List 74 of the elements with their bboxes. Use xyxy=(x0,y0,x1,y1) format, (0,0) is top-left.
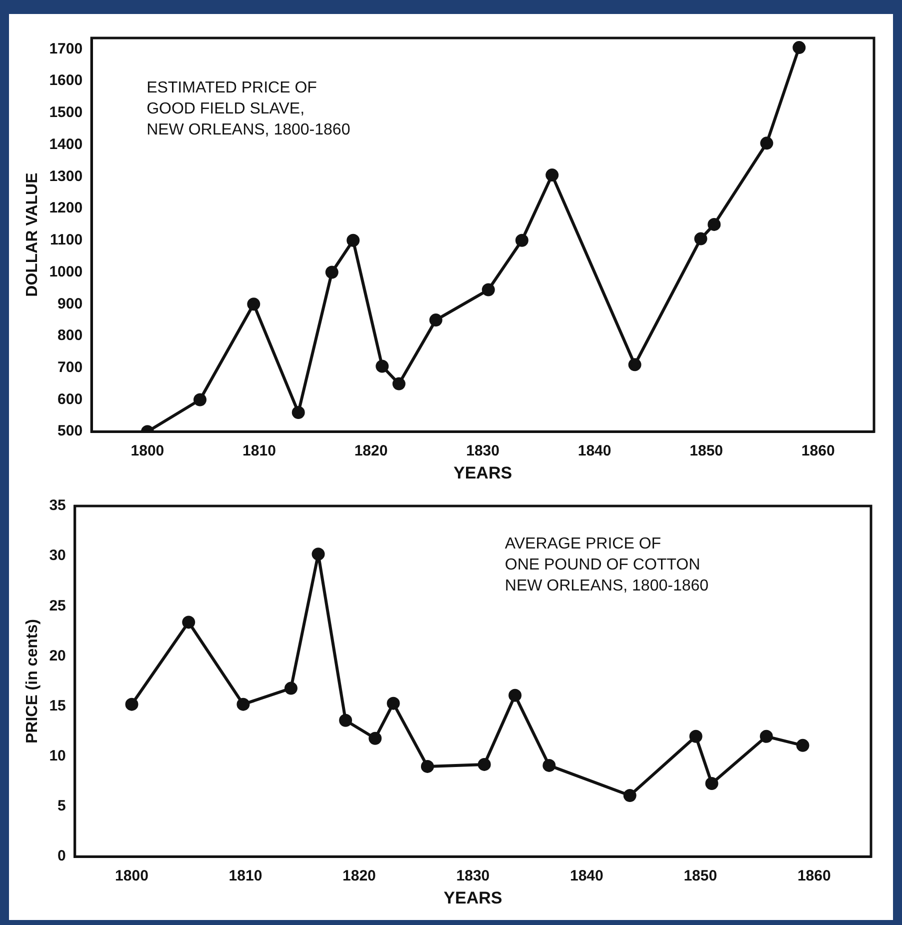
point xyxy=(515,234,528,247)
x-tick-label: 1860 xyxy=(797,868,831,885)
y-axis-title: DOLLAR VALUE xyxy=(24,172,42,297)
x-tick-label: 1850 xyxy=(684,868,718,885)
point xyxy=(792,41,806,54)
point xyxy=(182,616,196,629)
x-tick-label: 1820 xyxy=(342,868,376,885)
point xyxy=(694,232,708,246)
x-tick-label: 1860 xyxy=(801,442,835,460)
y-tick-label: 10 xyxy=(49,748,66,765)
y-tick-label: 1700 xyxy=(49,40,83,58)
point xyxy=(392,377,406,390)
point xyxy=(478,758,491,771)
x-tick-label: 1830 xyxy=(456,868,490,885)
x-tick-label: 1800 xyxy=(115,868,148,885)
x-tick-label: 1800 xyxy=(130,442,164,460)
y-tick-label: 800 xyxy=(58,327,83,344)
point xyxy=(796,738,810,752)
y-tick-label: 15 xyxy=(49,697,66,714)
y-tick-label: 1100 xyxy=(50,232,83,249)
x-tick-label: 1840 xyxy=(578,442,612,460)
point xyxy=(429,314,442,327)
y-tick-label: 900 xyxy=(58,295,83,312)
y-tick-label: 1300 xyxy=(49,168,83,185)
point xyxy=(508,688,522,702)
point xyxy=(760,136,774,150)
point xyxy=(708,218,721,231)
point xyxy=(339,714,352,727)
point xyxy=(420,760,434,773)
point xyxy=(368,732,382,745)
point xyxy=(236,698,250,711)
point xyxy=(125,698,138,711)
point xyxy=(760,730,773,743)
point xyxy=(628,358,642,372)
point xyxy=(542,758,556,772)
point xyxy=(193,393,206,406)
y-tick-label: 20 xyxy=(49,647,66,664)
y-tick-label: 0 xyxy=(58,848,66,865)
point xyxy=(312,548,325,561)
x-tick-label: 1830 xyxy=(466,442,500,460)
point xyxy=(546,168,559,182)
y-tick-label: 1600 xyxy=(49,72,83,90)
y-tick-label: 1500 xyxy=(49,104,83,122)
y-tick-label: 25 xyxy=(49,597,66,614)
point xyxy=(705,776,718,790)
x-axis-title: YEARS xyxy=(444,888,502,908)
y-tick-label: 35 xyxy=(49,497,66,514)
y-tick-label: 1000 xyxy=(49,263,83,280)
y-axis-title: PRICE (in cents) xyxy=(24,619,42,744)
y-tick-label: 5 xyxy=(58,798,66,815)
x-tick-label: 1810 xyxy=(242,442,276,460)
point xyxy=(386,696,400,710)
point xyxy=(623,788,636,802)
x-axis-title: YEARS xyxy=(453,463,512,482)
point xyxy=(292,406,305,419)
x-tick-label: 1820 xyxy=(354,442,388,460)
y-tick-label: 700 xyxy=(58,359,83,376)
y-tick-label: 1400 xyxy=(49,136,83,153)
point xyxy=(284,682,298,695)
point xyxy=(689,730,702,743)
x-tick-label: 1810 xyxy=(228,868,262,885)
x-tick-label: 1850 xyxy=(690,442,724,460)
point xyxy=(247,298,260,311)
point xyxy=(482,283,495,296)
y-tick-label: 1200 xyxy=(49,200,83,217)
text: AVERAGE PRICE OF ONE POUND OF COTTON NEW ORLEANS, 1800-1860 xyxy=(504,535,709,594)
point xyxy=(346,234,360,247)
y-tick-label: 500 xyxy=(58,422,83,440)
text: ESTIMATED PRICE OF GOOD FIELD SLAVE, NEW ORLEANS, 1800-1860 xyxy=(146,79,350,138)
x-tick-label: 1840 xyxy=(570,868,604,885)
y-tick-label: 600 xyxy=(58,390,83,408)
y-tick-label: 30 xyxy=(49,547,66,564)
point xyxy=(376,360,389,373)
point xyxy=(325,266,338,279)
